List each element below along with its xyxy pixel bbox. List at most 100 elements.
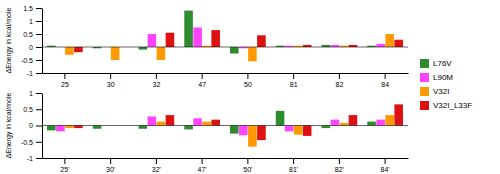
x-tick: 84 [381, 73, 389, 88]
zero-line [42, 47, 408, 48]
bar [47, 126, 56, 131]
x-tick-label: 25 [61, 81, 69, 88]
legend-swatch [420, 87, 429, 96]
bar [331, 120, 340, 126]
x-tick: 82 [335, 73, 343, 88]
bar [322, 45, 331, 47]
y-tick-mark [36, 93, 42, 94]
y-tick-label: -0.5 [21, 138, 33, 145]
legend: L76VL90MV32IV32I_L33F [420, 59, 472, 110]
bar [303, 45, 312, 47]
y-tick-mark [36, 60, 42, 61]
bar [202, 122, 211, 126]
y-tick-label: -1 [27, 155, 33, 162]
bar [74, 47, 83, 52]
bar [349, 115, 358, 125]
y-tick-label: 1 [29, 90, 33, 97]
y-tick-mark [36, 73, 42, 74]
y-tick-mark [36, 47, 42, 48]
bar [166, 115, 175, 125]
y-tick-mark [36, 109, 42, 110]
x-tick: 25' [60, 158, 69, 173]
x-tick-mark [385, 158, 386, 164]
x-tick-label: 50 [244, 81, 252, 88]
bar-series [74, 104, 403, 140]
y-tick: 0.5 [23, 106, 42, 113]
y-tick: 1 [29, 18, 42, 25]
bar [376, 44, 385, 47]
bar [248, 126, 257, 147]
x-tick-mark [339, 73, 340, 79]
x-tick-mark [202, 158, 203, 164]
bar [193, 28, 202, 48]
y-tick-mark [36, 8, 42, 9]
y-tick: 0.5 [23, 31, 42, 38]
y-tick: -0.5 [21, 57, 42, 64]
zero-line [42, 125, 408, 126]
x-tick-label: 82 [335, 81, 343, 88]
x-tick-mark [110, 73, 111, 79]
y-axis-label: ΔEnergy in kcal/mole [5, 93, 13, 159]
x-tick: 81 [290, 73, 298, 88]
bar [303, 126, 312, 136]
y-axis: -1 -0.5 0 0.5 1 1.5 [21, 5, 43, 77]
y-tick: 1.5 [23, 5, 42, 12]
bar [74, 126, 83, 129]
x-tick: 32' [152, 158, 161, 173]
x-tick: 82' [335, 158, 344, 173]
bar-series [148, 28, 385, 49]
bar [211, 120, 220, 126]
y-tick-mark [36, 158, 42, 159]
legend-label: L90M [433, 73, 453, 82]
y-axis-label: ΔEnergy in kcal/mole [5, 8, 13, 74]
y-tick-mark [36, 142, 42, 143]
y-axis: -1 -0.5 0 0.5 1 [21, 90, 43, 162]
legend-swatch [420, 73, 429, 82]
bar [294, 126, 303, 135]
x-tick: 30 [107, 73, 115, 88]
x-tick-label: 25' [60, 166, 69, 173]
y-tick-label: 0 [29, 44, 33, 51]
bar-series [74, 30, 403, 52]
x-tick-mark [247, 158, 248, 164]
x-tick-label: 82' [335, 166, 344, 173]
bar [157, 122, 166, 126]
y-tick: 1 [29, 90, 42, 97]
x-tick-mark [385, 73, 386, 79]
y-tick-mark [36, 126, 42, 127]
x-tick-mark [247, 73, 248, 79]
bar [157, 47, 166, 60]
legend-item: L90M [420, 73, 453, 82]
y-tick-mark [36, 34, 42, 35]
bar [367, 122, 376, 126]
y-tick-label: 0.5 [23, 31, 33, 38]
legend-item: V32I [420, 87, 449, 96]
y-tick: -1 [27, 70, 42, 77]
bar [184, 126, 193, 130]
x-tick: 47' [198, 158, 207, 173]
x-tick-label: 30 [107, 81, 115, 88]
bar [394, 104, 403, 125]
x-axis: 25'30'32'47'50'81'82'84' [43, 158, 409, 173]
bar-series [65, 34, 394, 61]
x-tick-mark [293, 158, 294, 164]
y-tick-label: 1 [29, 18, 33, 25]
x-tick-label: 50' [243, 166, 252, 173]
legend-item: L76V [420, 59, 452, 68]
bar [322, 126, 331, 129]
axis-line [42, 9, 43, 74]
bar [239, 126, 248, 136]
bar [148, 34, 157, 47]
y-tick: 0 [29, 122, 42, 129]
y-tick: 0 [29, 44, 42, 51]
x-tick-label: 47' [198, 166, 207, 173]
x-tick: 50 [244, 73, 252, 88]
x-tick: 32 [152, 73, 160, 88]
bar [193, 118, 202, 125]
y-tick-label: 1.5 [23, 5, 33, 12]
bar [56, 126, 65, 132]
bar [276, 111, 285, 126]
bar [211, 30, 220, 47]
bar [257, 35, 266, 47]
bar [166, 33, 175, 47]
